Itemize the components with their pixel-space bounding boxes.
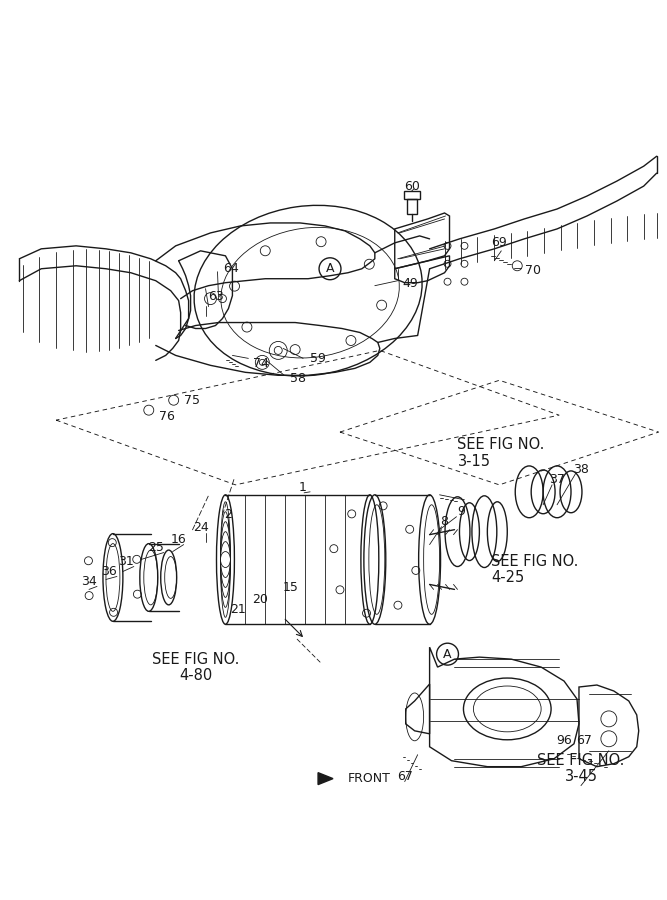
Text: 8: 8 [440, 515, 448, 528]
Text: 37: 37 [549, 473, 565, 486]
Text: FRONT: FRONT [348, 772, 391, 785]
Text: 69: 69 [492, 237, 507, 249]
Text: 34: 34 [81, 575, 97, 588]
Text: A: A [444, 648, 452, 661]
Text: 36: 36 [101, 565, 117, 578]
Text: SEE FIG NO.: SEE FIG NO. [538, 753, 625, 769]
Text: 3-15: 3-15 [458, 454, 490, 470]
Text: 74: 74 [253, 357, 269, 370]
Text: 96: 96 [556, 734, 572, 747]
Text: 31: 31 [118, 555, 134, 568]
Text: 38: 38 [573, 464, 589, 476]
Text: 49: 49 [403, 277, 418, 290]
Text: 4-80: 4-80 [179, 668, 212, 682]
Text: 60: 60 [404, 180, 420, 193]
Text: 70: 70 [525, 265, 541, 277]
Text: SEE FIG NO.: SEE FIG NO. [152, 652, 239, 667]
Text: 25: 25 [148, 541, 163, 554]
Text: SEE FIG NO.: SEE FIG NO. [492, 554, 579, 569]
Text: 9: 9 [458, 505, 466, 518]
Text: 3-45: 3-45 [564, 770, 598, 784]
Text: 1: 1 [298, 482, 306, 494]
Polygon shape [318, 773, 333, 785]
Text: 67: 67 [576, 734, 592, 747]
Text: SEE FIG NO.: SEE FIG NO. [458, 436, 545, 452]
Text: 76: 76 [159, 410, 175, 423]
Text: 75: 75 [183, 393, 199, 407]
Text: 16: 16 [171, 533, 187, 546]
Text: 59: 59 [310, 352, 326, 365]
Text: 24: 24 [193, 521, 208, 535]
Text: 15: 15 [282, 580, 298, 594]
Text: 67: 67 [397, 770, 413, 783]
Text: 20: 20 [252, 593, 268, 606]
Text: 21: 21 [231, 603, 246, 616]
Text: 64: 64 [223, 262, 239, 275]
Text: 4-25: 4-25 [492, 570, 524, 585]
Text: 58: 58 [290, 372, 306, 385]
Text: A: A [325, 262, 334, 275]
Text: 2: 2 [225, 508, 232, 521]
Text: 63: 63 [209, 290, 224, 303]
